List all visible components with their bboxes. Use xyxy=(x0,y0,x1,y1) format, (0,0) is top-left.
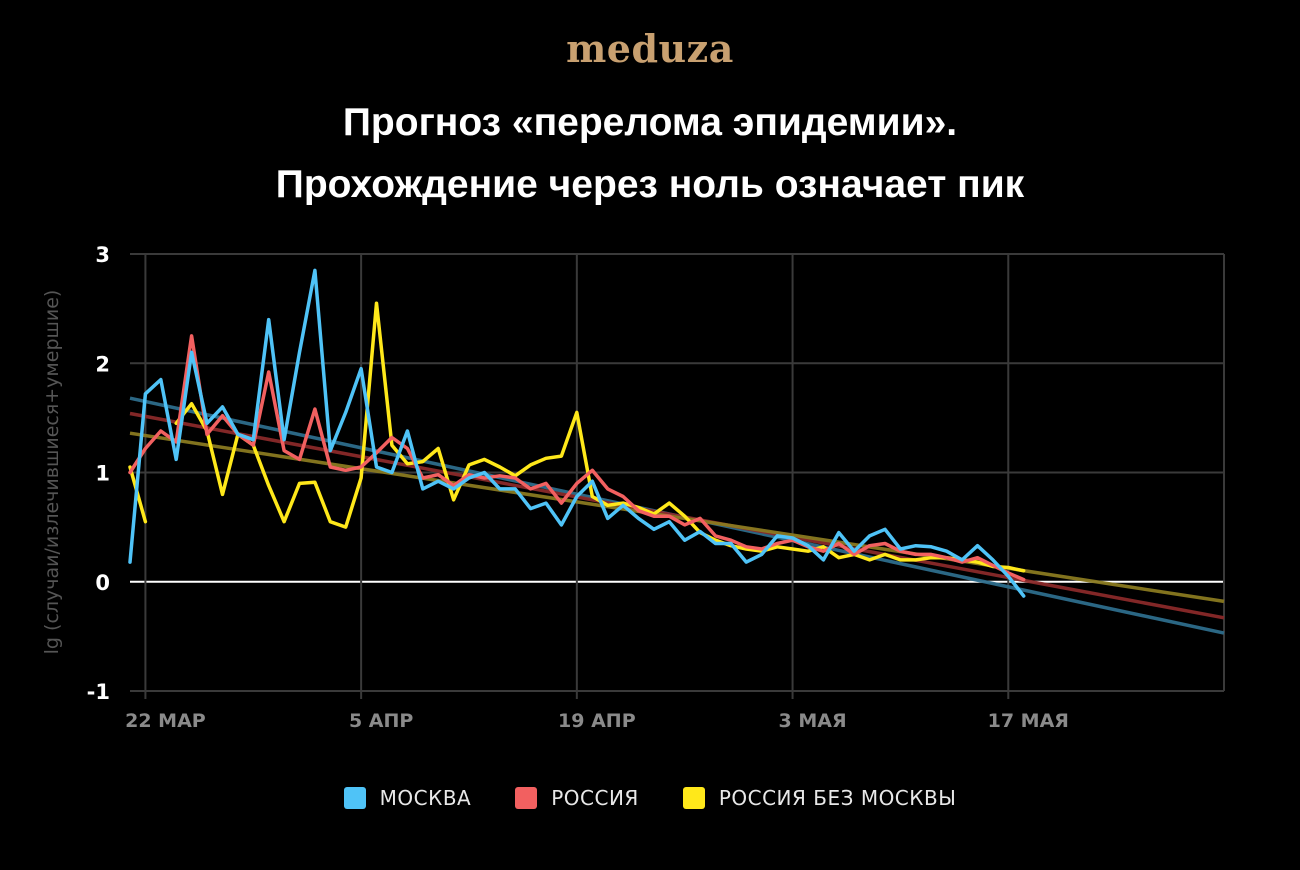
logo: meduza xyxy=(566,26,734,71)
y-tick-label-4: -1 xyxy=(87,680,110,704)
legend-swatch-moscow xyxy=(343,787,366,809)
trend-line-2 xyxy=(129,431,1225,604)
x-tick-label-3: 3 МАЯ xyxy=(779,710,847,732)
y-tick-label-0: 3 xyxy=(95,243,110,267)
legend-swatch-russia-without-moscow xyxy=(682,787,705,809)
legend-item-russia-without-moscow: РОССИЯ БЕЗ МОСКВЫ xyxy=(682,786,957,810)
y-axis-label: lg (случаи/излечившиеся+умершие) xyxy=(41,290,63,655)
x-tick-label-0: 22 МАР xyxy=(125,710,206,732)
x-tick-label-1: 5 АПР xyxy=(349,710,413,732)
legend-label-russia: РОССИЯ xyxy=(551,786,639,810)
legend-item-moscow: МОСКВА xyxy=(343,786,472,810)
chart-title-line-2: Прохождение через ноль означает пик xyxy=(275,163,1025,206)
x-tick-label-4: 17 МАЯ xyxy=(988,710,1069,732)
legend-label-moscow: МОСКВА xyxy=(379,786,472,810)
legend: МОСКВА РОССИЯ РОССИЯ БЕЗ МОСКВЫ xyxy=(0,786,1300,810)
legend-label-russia-without-moscow: РОССИЯ БЕЗ МОСКВЫ xyxy=(718,786,957,810)
chart-title-line-1: Прогноз «перелома эпидемии». xyxy=(342,101,958,144)
legend-item-russia: РОССИЯ xyxy=(515,786,639,810)
y-tick-label-1: 2 xyxy=(95,352,110,376)
series-line-0-0 xyxy=(128,268,1026,598)
y-tick-label-2: 1 xyxy=(95,462,110,486)
legend-swatch-russia xyxy=(515,787,538,809)
series-line-1-0 xyxy=(128,334,1026,582)
chart-title: Прогноз «перелома эпидемии». Прохождение… xyxy=(0,92,1300,216)
x-tick-label-2: 19 АПР xyxy=(558,710,636,732)
y-tick-label-3: 0 xyxy=(95,571,110,595)
